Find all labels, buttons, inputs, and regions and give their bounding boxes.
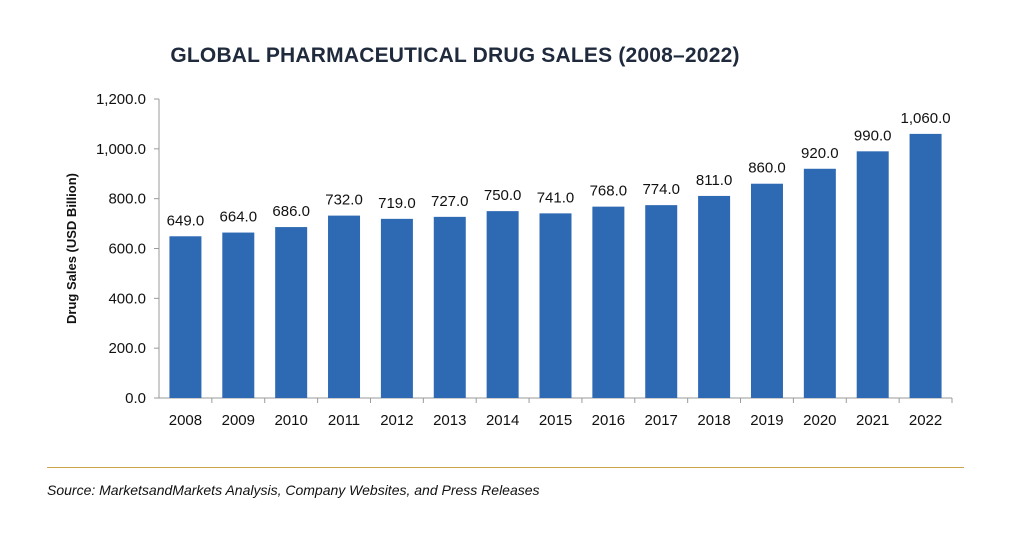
x-tick-label: 2010 <box>274 412 307 429</box>
data-label: 719.0 <box>378 195 416 212</box>
bar <box>222 232 255 398</box>
bar <box>539 213 572 398</box>
y-tick-label: 600.0 <box>108 241 146 258</box>
bar <box>592 206 625 398</box>
x-tick-label: 2012 <box>380 412 413 429</box>
x-tick-label: 2016 <box>592 412 625 429</box>
bar <box>909 133 942 398</box>
y-tick-label: 200.0 <box>108 340 146 357</box>
x-tick-label: 2020 <box>803 412 836 429</box>
data-label: 741.0 <box>537 189 575 206</box>
data-label: 732.0 <box>325 192 363 209</box>
bar <box>433 216 466 398</box>
bar <box>486 211 519 398</box>
bar <box>698 195 731 398</box>
data-label: 920.0 <box>801 145 839 162</box>
y-tick-label: 1,200.0 <box>96 91 146 108</box>
bar-chart: 0.0 200.0 400.0 600.0 800.0 1,000.0 1,200.0 Dru… <box>64 91 953 429</box>
bar <box>328 215 361 398</box>
chart-title: GLOBAL PHARMACEUTICAL DRUG SALES (2008–2… <box>170 44 740 67</box>
x-tick-label: 2013 <box>433 412 466 429</box>
data-label: 664.0 <box>220 209 258 226</box>
x-tick-label: 2021 <box>856 412 889 429</box>
x-tick-label: 2008 <box>169 412 202 429</box>
data-label: 774.0 <box>642 181 680 198</box>
x-tick-label: 2009 <box>222 412 255 429</box>
x-tick-label: 2022 <box>909 412 942 429</box>
bar <box>856 151 889 398</box>
bar <box>169 236 202 398</box>
data-label: 649.0 <box>167 212 205 229</box>
x-tick-label: 2014 <box>486 412 519 429</box>
y-axis-title: Drug Sales (USD Billion) <box>64 173 79 324</box>
y-tick-label: 400.0 <box>108 290 146 307</box>
x-tick-label: 2018 <box>697 412 730 429</box>
data-label: 768.0 <box>590 183 628 200</box>
data-label: 811.0 <box>696 172 732 189</box>
bar <box>275 227 308 398</box>
x-tick-label: 2015 <box>539 412 572 429</box>
bar <box>803 168 836 398</box>
data-label: 750.0 <box>484 187 522 204</box>
source-divider <box>47 467 964 468</box>
data-label: 1,060.0 <box>901 110 951 127</box>
y-tick-label: 0.0 <box>125 390 146 407</box>
data-label: 727.0 <box>431 193 469 210</box>
x-tick-label: 2019 <box>750 412 783 429</box>
data-label: 990.0 <box>854 127 892 144</box>
y-tick-label: 1,000.0 <box>96 141 146 158</box>
source-note: Source: MarketsandMarkets Analysis, Comp… <box>47 482 540 498</box>
data-label: 686.0 <box>272 203 310 220</box>
x-tick-label: 2011 <box>328 412 360 429</box>
bar <box>645 205 678 398</box>
bar <box>750 183 783 398</box>
y-tick-label: 800.0 <box>108 191 146 208</box>
x-tick-label: 2017 <box>645 412 678 429</box>
data-label: 860.0 <box>748 160 786 177</box>
bar <box>380 218 413 398</box>
